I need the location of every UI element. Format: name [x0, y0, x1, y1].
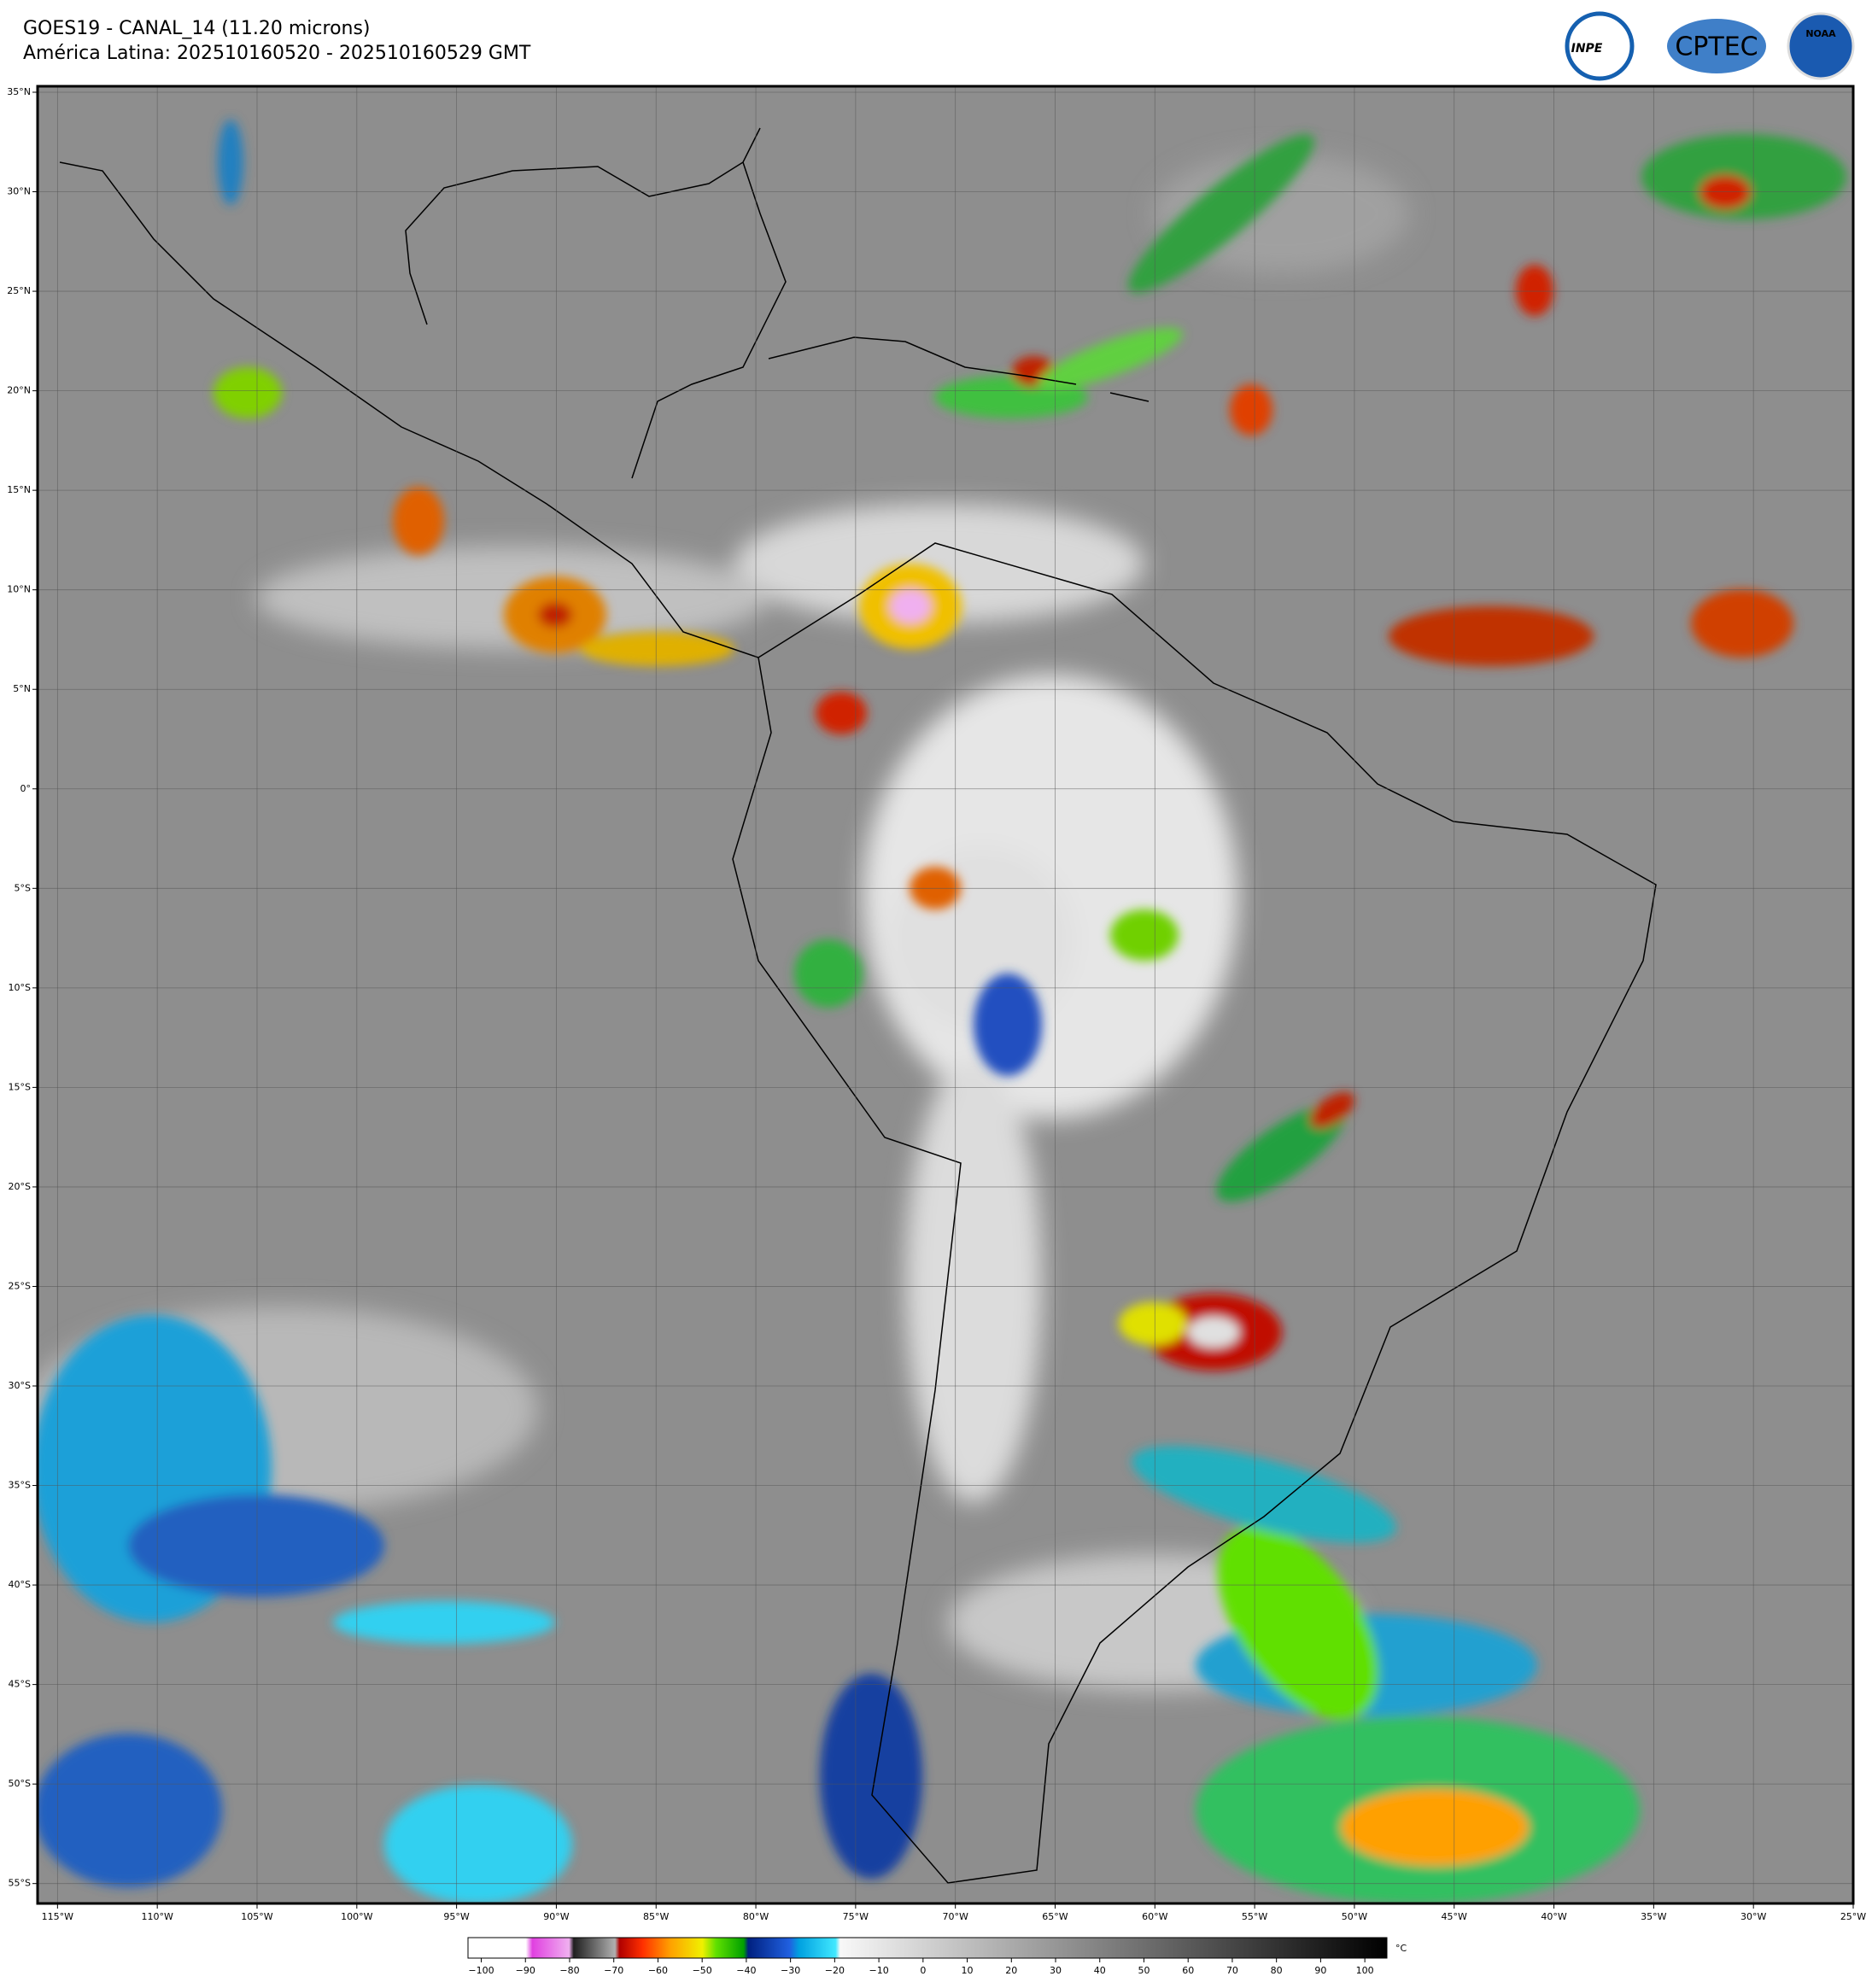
lat-tick-label: 15°S: [9, 1081, 31, 1092]
colorbar-label: 60: [1182, 1965, 1194, 1976]
lat-tick-label: 15°N: [7, 484, 31, 495]
inpe-text: INPE: [1571, 42, 1603, 56]
lon-tick-label: 85°W: [643, 1911, 669, 1922]
colorbar-label: 100: [1356, 1965, 1374, 1976]
colorbar-label: −50: [693, 1965, 712, 1976]
lon-tick-label: 75°W: [843, 1911, 869, 1922]
noaa-logo: [1787, 12, 1855, 80]
colorbar-label: 10: [962, 1965, 974, 1976]
colorbar-label: −40: [736, 1965, 756, 1976]
lon-tick-label: 65°W: [1042, 1911, 1068, 1922]
colorbar-label: 50: [1138, 1965, 1150, 1976]
colorbar-label: −100: [468, 1965, 494, 1976]
lat-tick-label: 25°S: [9, 1280, 31, 1291]
lat-tick-label: 5°N: [13, 683, 31, 694]
lat-tick-label: 50°S: [9, 1778, 31, 1789]
colorbar-label: 40: [1094, 1965, 1106, 1976]
coastlines: [59, 127, 1657, 1884]
lat-tick-label: 30°N: [7, 186, 31, 197]
cptec-logo: [1667, 19, 1766, 73]
lon-tick-label: 60°W: [1142, 1911, 1167, 1922]
colorbar-label: −60: [648, 1965, 668, 1976]
lat-tick-label: 10°N: [7, 584, 31, 595]
colorbar-unit: °C: [1395, 1943, 1407, 1954]
map-image: [38, 86, 1853, 1903]
colorbar: [467, 1937, 1388, 1959]
lat-tick-label: 35°S: [9, 1480, 31, 1491]
lon-tick-label: 90°W: [543, 1911, 569, 1922]
lon-tick-label: 80°W: [743, 1911, 769, 1922]
noaa-text: NOAA: [1805, 28, 1836, 39]
lon-tick-label: 95°W: [443, 1911, 469, 1922]
colorbar-label: 90: [1314, 1965, 1326, 1976]
map-frame: [36, 85, 1855, 1905]
lon-tick-label: 50°W: [1342, 1911, 1367, 1922]
title: GOES19 - CANAL_14 (11.20 microns): [23, 18, 371, 39]
lon-tick-label: 100°W: [341, 1911, 372, 1922]
colorbar-label: 0: [920, 1965, 926, 1976]
lat-tick-label: 30°S: [9, 1380, 31, 1391]
lon-tick-label: 25°W: [1840, 1911, 1866, 1922]
lat-tick-label: 25°N: [7, 285, 31, 296]
lon-tick-label: 35°W: [1641, 1911, 1666, 1922]
lat-tick-label: 55°S: [9, 1878, 31, 1889]
colorbar-label: 20: [1005, 1965, 1017, 1976]
logos: INPE CPTEC NOAA: [1565, 11, 1855, 81]
lon-tick-label: 55°W: [1242, 1911, 1267, 1922]
lat-tick-label: 20°S: [9, 1181, 31, 1192]
colorbar-label: −90: [516, 1965, 535, 1976]
lat-tick-label: 0°: [20, 783, 32, 794]
colorbar-label: −30: [781, 1965, 800, 1976]
cptec-text: CPTEC: [1675, 32, 1758, 62]
lat-tick-label: 10°S: [9, 982, 31, 993]
colorbar-label: −80: [559, 1965, 579, 1976]
cold-cloud-tops: [38, 120, 1846, 1903]
colorbar-label: 70: [1226, 1965, 1238, 1976]
lat-tick-label: 35°N: [7, 86, 31, 97]
lat-tick-label: 20°N: [7, 385, 31, 396]
lat-tick-label: 5°S: [15, 882, 31, 893]
subtitle: América Latina: 202510160520 - 202510160…: [23, 43, 531, 64]
lon-tick-label: 115°W: [42, 1911, 73, 1922]
lon-tick-label: 30°W: [1740, 1911, 1766, 1922]
colorbar-label: 30: [1050, 1965, 1062, 1976]
lon-tick-label: 45°W: [1442, 1911, 1467, 1922]
lon-tick-label: 40°W: [1541, 1911, 1566, 1922]
lon-tick-label: 70°W: [942, 1911, 968, 1922]
colorbar-label: −20: [825, 1965, 845, 1976]
colorbar-label: −10: [869, 1965, 888, 1976]
lat-tick-label: 45°S: [9, 1679, 31, 1690]
colorbar-label: 80: [1271, 1965, 1283, 1976]
lon-tick-label: 110°W: [141, 1911, 173, 1922]
colorbar-label: −70: [604, 1965, 623, 1976]
inpe-logo: [1565, 11, 1635, 81]
lon-tick-label: 105°W: [241, 1911, 272, 1922]
lat-tick-label: 40°S: [9, 1579, 31, 1590]
